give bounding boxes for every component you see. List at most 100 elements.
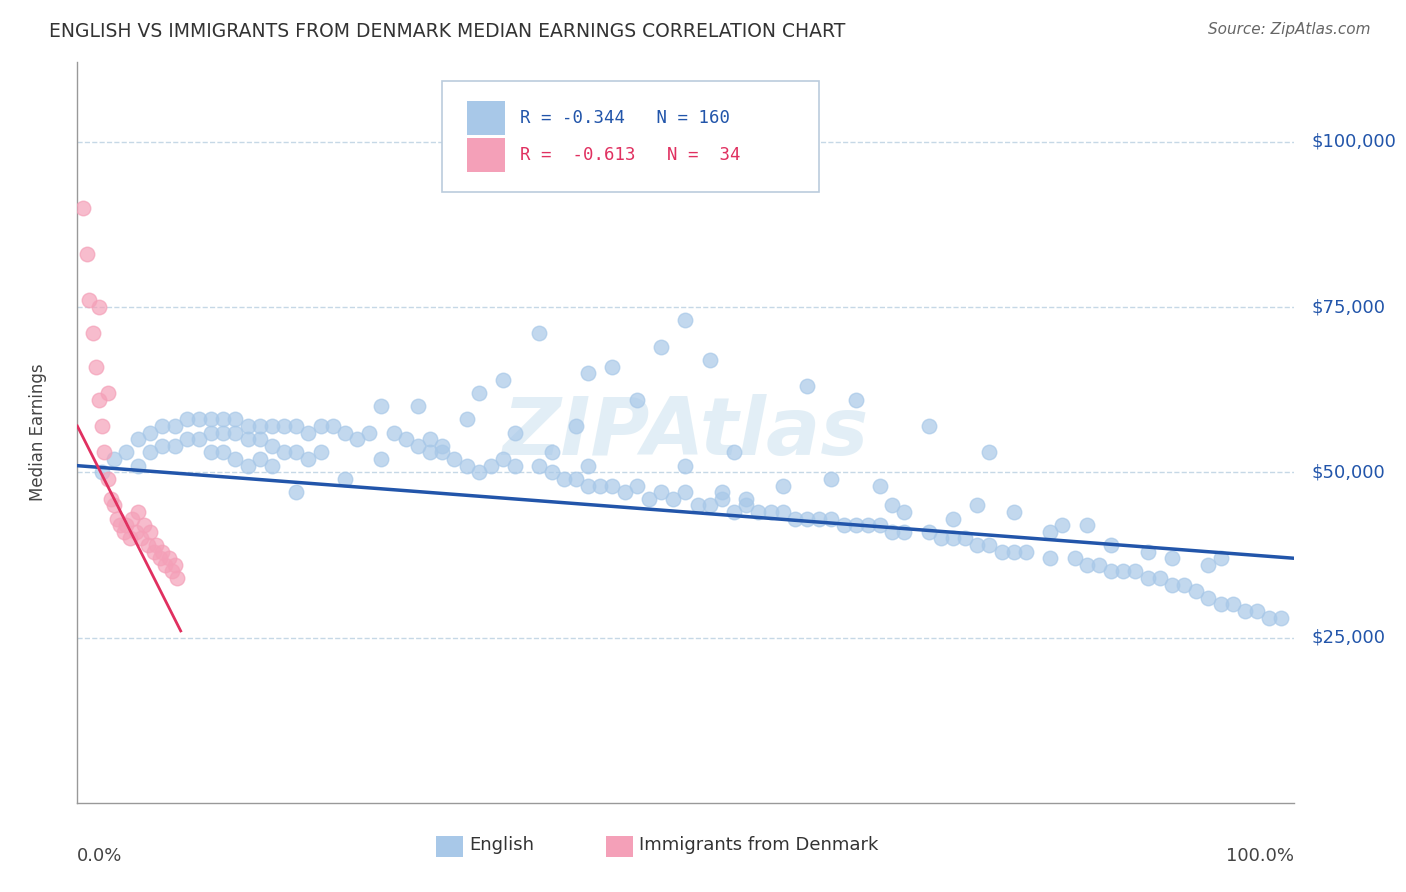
Point xyxy=(260,439,283,453)
Point xyxy=(121,511,143,525)
Point xyxy=(479,458,502,473)
Point xyxy=(1088,558,1111,572)
Point xyxy=(1076,558,1098,572)
Point xyxy=(163,419,186,434)
Text: R =  -0.613   N =  34: R = -0.613 N = 34 xyxy=(520,146,741,164)
Point xyxy=(990,544,1012,558)
Point xyxy=(103,452,125,467)
Point xyxy=(662,491,685,506)
Point xyxy=(529,458,551,473)
Point xyxy=(224,452,246,467)
Point xyxy=(273,445,295,459)
Point xyxy=(297,452,319,467)
Point xyxy=(675,458,697,473)
Point xyxy=(139,425,162,440)
Text: English: English xyxy=(470,836,534,854)
Point xyxy=(273,419,295,434)
Point xyxy=(565,472,588,486)
Text: Source: ZipAtlas.com: Source: ZipAtlas.com xyxy=(1208,22,1371,37)
Point xyxy=(200,425,222,440)
Point xyxy=(675,485,697,500)
Point xyxy=(1197,558,1219,572)
Point xyxy=(553,472,575,486)
Point xyxy=(93,445,115,459)
Point xyxy=(1076,518,1098,533)
Point xyxy=(1197,591,1219,605)
Point xyxy=(152,419,174,434)
Point xyxy=(1209,598,1232,612)
Point xyxy=(188,432,211,446)
Point xyxy=(820,511,842,525)
Point xyxy=(406,399,429,413)
Point xyxy=(236,419,259,434)
Point xyxy=(772,505,794,519)
Point xyxy=(456,458,478,473)
Point xyxy=(1112,565,1135,579)
Point xyxy=(309,419,332,434)
Point xyxy=(163,439,186,453)
Point xyxy=(149,551,172,566)
Point xyxy=(467,386,489,401)
Point xyxy=(129,532,152,546)
Point xyxy=(82,326,104,341)
Point xyxy=(236,432,259,446)
Point xyxy=(127,505,149,519)
Point xyxy=(297,425,319,440)
Point xyxy=(966,538,988,552)
Point xyxy=(163,558,186,572)
Point xyxy=(979,445,1001,459)
Point xyxy=(76,247,98,261)
Point xyxy=(370,399,392,413)
Point xyxy=(456,412,478,426)
Point xyxy=(638,491,661,506)
Point xyxy=(675,313,697,327)
FancyBboxPatch shape xyxy=(467,138,505,171)
Point xyxy=(145,538,167,552)
Point xyxy=(176,432,198,446)
Point xyxy=(492,452,515,467)
Point xyxy=(89,392,111,407)
Point xyxy=(285,485,308,500)
Point xyxy=(212,425,235,440)
Point xyxy=(166,571,188,585)
Point xyxy=(309,445,332,459)
Point xyxy=(430,445,453,459)
Text: Immigrants from Denmark: Immigrants from Denmark xyxy=(640,836,879,854)
Point xyxy=(125,524,148,539)
Point xyxy=(443,452,465,467)
Point xyxy=(127,432,149,446)
Point xyxy=(333,472,356,486)
Point xyxy=(359,425,381,440)
Point xyxy=(200,412,222,426)
Point xyxy=(953,532,976,546)
Point xyxy=(540,445,562,459)
Point xyxy=(188,412,211,426)
Point xyxy=(115,518,138,533)
Point xyxy=(89,300,111,314)
Point xyxy=(160,565,183,579)
Point xyxy=(1222,598,1244,612)
Point xyxy=(710,485,733,500)
Point xyxy=(650,340,672,354)
Point xyxy=(650,485,672,500)
Point xyxy=(1136,571,1159,585)
Text: 0.0%: 0.0% xyxy=(77,847,122,865)
Point xyxy=(224,412,246,426)
Point xyxy=(285,445,308,459)
Point xyxy=(90,419,112,434)
Text: ZIPAtlas: ZIPAtlas xyxy=(502,393,869,472)
Point xyxy=(224,425,246,440)
Point xyxy=(430,439,453,453)
Point xyxy=(1015,544,1038,558)
FancyBboxPatch shape xyxy=(436,836,463,857)
Point xyxy=(759,505,782,519)
Point xyxy=(153,558,176,572)
Text: $50,000: $50,000 xyxy=(1312,463,1385,482)
Point xyxy=(565,419,588,434)
Point xyxy=(918,419,941,434)
Point xyxy=(395,432,418,446)
Text: Median Earnings: Median Earnings xyxy=(30,364,46,501)
Point xyxy=(602,359,624,374)
Point xyxy=(139,524,162,539)
Point xyxy=(869,478,891,492)
